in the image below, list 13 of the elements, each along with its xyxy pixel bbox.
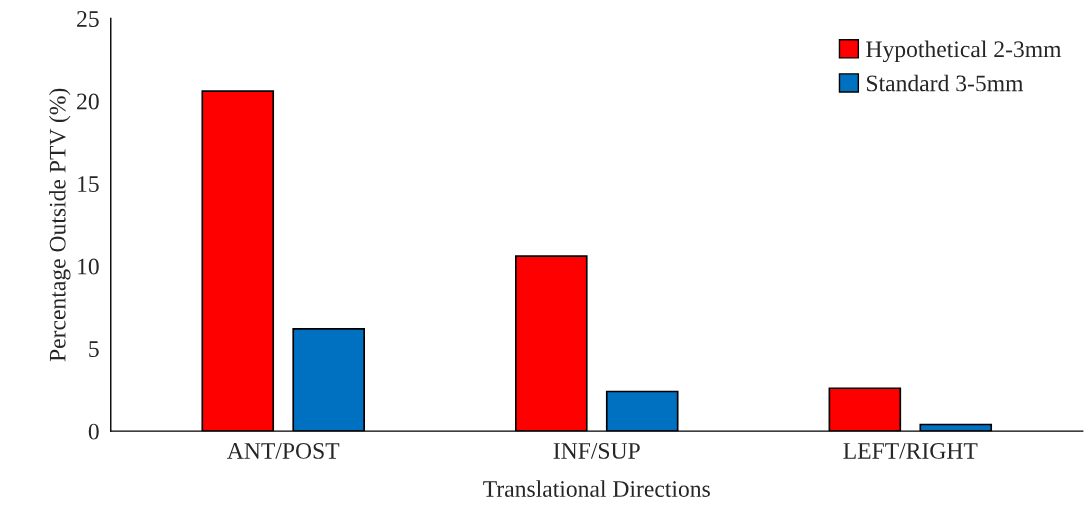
x-tick-label: INF/SUP bbox=[553, 442, 640, 459]
y-axis-title: Percentage Outside PTV (%) bbox=[49, 88, 71, 362]
x-tick-label: ANT/POST bbox=[227, 442, 340, 459]
y-tick-label: 20 bbox=[77, 93, 99, 110]
legend-label: Hypothetical 2-3mm bbox=[866, 40, 1062, 63]
legend-label: Standard 3-5mm bbox=[867, 74, 1024, 92]
x-tick-label: LEFT/RIGHT bbox=[843, 442, 978, 459]
y-tick-label: 10 bbox=[78, 258, 99, 275]
y-tick-label: 25 bbox=[77, 11, 99, 27]
y-tick-label: 15 bbox=[78, 176, 99, 192]
x-axis-title: Translational Directions bbox=[483, 480, 710, 497]
y-tick-label: 5 bbox=[89, 341, 99, 358]
y-tick-label: 0 bbox=[88, 423, 99, 440]
